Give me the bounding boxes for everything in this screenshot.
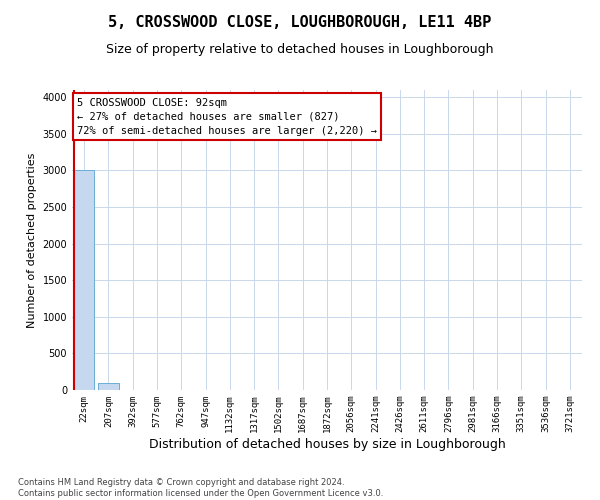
Bar	[98, 382, 119, 390]
Text: 5, CROSSWOOD CLOSE, LOUGHBOROUGH, LE11 4BP: 5, CROSSWOOD CLOSE, LOUGHBOROUGH, LE11 4…	[109, 15, 491, 30]
X-axis label: Distribution of detached houses by size in Loughborough: Distribution of detached houses by size …	[149, 438, 505, 451]
Text: Contains HM Land Registry data © Crown copyright and database right 2024.
Contai: Contains HM Land Registry data © Crown c…	[18, 478, 383, 498]
Bar	[74, 170, 94, 390]
Text: Size of property relative to detached houses in Loughborough: Size of property relative to detached ho…	[106, 42, 494, 56]
Y-axis label: Number of detached properties: Number of detached properties	[27, 152, 37, 328]
Text: 5 CROSSWOOD CLOSE: 92sqm
← 27% of detached houses are smaller (827)
72% of semi-: 5 CROSSWOOD CLOSE: 92sqm ← 27% of detach…	[77, 98, 377, 136]
